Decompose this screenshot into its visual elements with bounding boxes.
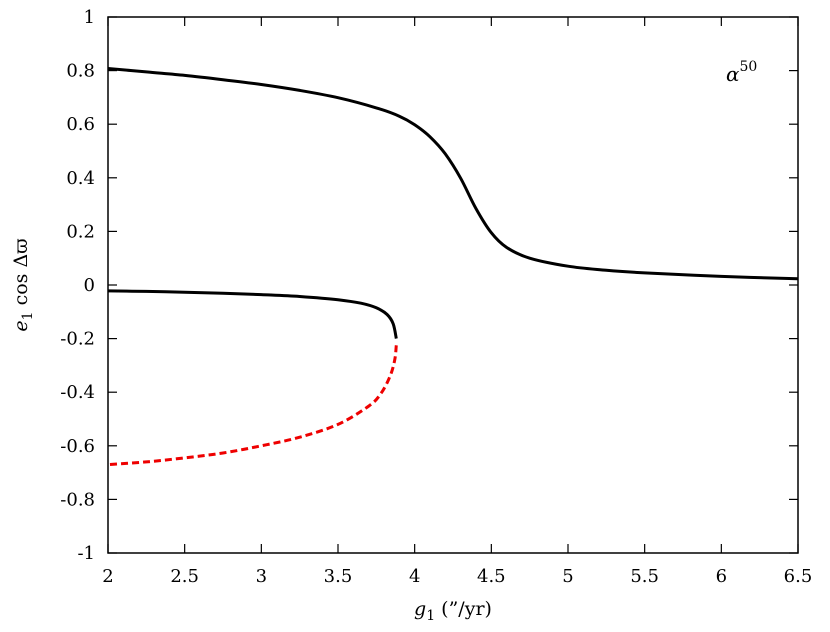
x-tick-labels: 2 2.5 3 3.5 4 4.5 5 5.5 6 6.5	[102, 566, 812, 587]
y-axis-sub: 1	[20, 311, 36, 320]
x-tick-label: 5	[562, 566, 573, 587]
series-line-1	[107, 67, 799, 281]
y-tick-label: -1	[77, 543, 95, 564]
y-tick-labels: -1 -0.8 -0.6 -0.4 -0.2 0 0.2 0.4 0.6 0.8 1	[60, 7, 95, 564]
alpha-annotation: α50	[726, 59, 757, 86]
y-tick-label: -0.2	[60, 329, 95, 350]
x-axis-unit: (”/yr)	[435, 598, 492, 620]
y-tick-label: -0.6	[60, 436, 95, 457]
x-tick-label: 2.5	[170, 566, 199, 587]
y-tick-label: -0.8	[60, 489, 95, 510]
series-line-2	[107, 289, 398, 339]
x-tick-label: 3.5	[324, 566, 353, 587]
x-tick-label: 6	[716, 566, 727, 587]
y-tick-label: 0.6	[66, 114, 95, 135]
series-line-3	[107, 345, 398, 467]
x-tick-label: 3	[256, 566, 267, 587]
y-tick-label: 0	[84, 275, 95, 296]
y-axis-rest: cos Δϖ	[10, 238, 32, 311]
x-tick-label: 6.5	[784, 566, 813, 587]
y-tick-label: 1	[84, 7, 95, 28]
x-axis-label: g1 (”/yr)	[414, 598, 492, 624]
x-tick-label: 4.5	[477, 566, 506, 587]
annotation-sup: 50	[740, 59, 758, 75]
y-tick-label: 0.8	[66, 61, 95, 82]
y-axis-var: e	[10, 320, 32, 331]
plot-frame	[107, 16, 799, 554]
series	[107, 67, 799, 467]
y-tick-label: 0.2	[66, 221, 95, 242]
ticks	[107, 16, 799, 554]
x-axis-var: g	[414, 598, 426, 620]
y-tick-label: 0.4	[66, 168, 95, 189]
annotation-base: α	[726, 62, 740, 86]
x-tick-label: 2	[102, 566, 113, 587]
y-axis-label: e1 cos Δϖ	[10, 238, 36, 331]
x-tick-label: 5.5	[630, 566, 659, 587]
x-tick-label: 4	[409, 566, 420, 587]
y-tick-label: -0.4	[60, 382, 95, 403]
x-axis-sub: 1	[426, 608, 435, 624]
